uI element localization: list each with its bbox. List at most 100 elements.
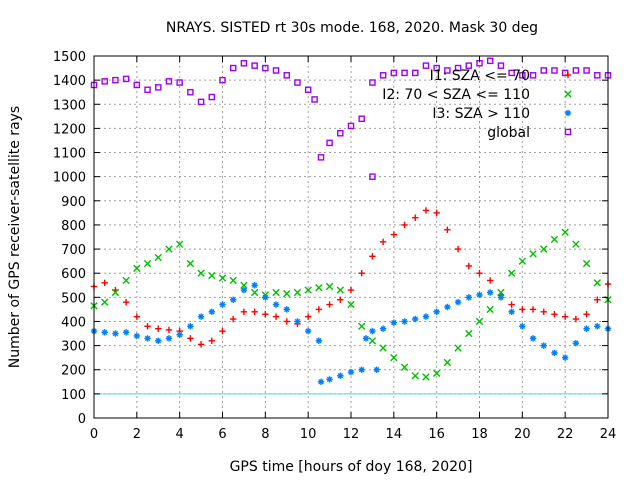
- data-point: [422, 313, 430, 320]
- legend-marker: [564, 128, 572, 136]
- data-point: [165, 78, 173, 85]
- data-point: [454, 64, 462, 72]
- data-point: [582, 259, 591, 268]
- data-point: [347, 300, 355, 309]
- data-point: [133, 81, 141, 89]
- data-point: [401, 318, 408, 325]
- data-point: [175, 240, 184, 248]
- data-point: [326, 139, 333, 147]
- x-tick-label: 24: [600, 427, 617, 442]
- chart-title: NRAYS. SISTED rt 30s mode. 168, 2020. Ma…: [166, 20, 538, 36]
- data-point: [529, 306, 537, 313]
- data-point: [412, 214, 419, 221]
- data-point: [465, 262, 472, 270]
- data-point: [176, 79, 183, 86]
- data-point: [186, 259, 195, 268]
- data-point: [529, 335, 537, 342]
- data-point: [262, 294, 269, 301]
- data-point: [519, 306, 526, 313]
- data-point: [143, 259, 152, 268]
- data-point: [368, 337, 377, 345]
- y-tick-label: 500: [61, 291, 86, 306]
- x-tick-label: 12: [343, 427, 360, 442]
- data-point: [358, 115, 365, 123]
- data-point: [272, 67, 280, 74]
- data-point: [219, 301, 226, 308]
- data-point: [197, 313, 205, 320]
- data-point: [283, 306, 290, 313]
- data-point: [507, 269, 516, 277]
- data-point: [304, 86, 312, 94]
- data-point: [144, 86, 151, 94]
- data-point: [594, 296, 601, 303]
- data-point: [497, 62, 505, 69]
- y-tick-label: 200: [61, 364, 86, 379]
- data-point: [336, 286, 344, 294]
- data-point: [572, 240, 580, 248]
- data-point: [154, 84, 162, 91]
- data-point: [219, 76, 226, 84]
- data-point: [411, 372, 419, 380]
- y-tick-label: 0: [78, 412, 86, 427]
- legend-label: I2: 70 < SZA <= 110: [382, 87, 530, 103]
- data-point: [454, 344, 462, 352]
- x-tick-label: 4: [176, 427, 184, 442]
- data-point: [122, 298, 130, 306]
- y-tick-label: 300: [61, 340, 86, 355]
- x-tick-label: 22: [557, 427, 574, 442]
- data-point: [337, 296, 344, 303]
- data-point: [390, 353, 398, 362]
- data-point: [583, 67, 590, 74]
- data-point: [315, 283, 323, 292]
- data-point: [325, 282, 334, 291]
- data-point: [155, 337, 162, 344]
- data-point: [519, 323, 526, 330]
- data-point: [208, 271, 216, 280]
- data-point: [583, 325, 590, 332]
- data-point: [294, 318, 301, 325]
- y-tick-label: 100: [61, 388, 86, 403]
- data-point: [400, 363, 409, 372]
- data-point: [251, 62, 258, 69]
- data-point: [101, 279, 108, 287]
- data-point: [572, 339, 580, 347]
- data-point: [101, 298, 109, 306]
- data-point: [475, 317, 484, 326]
- data-point: [101, 78, 108, 85]
- data-point: [433, 64, 440, 72]
- data-point: [486, 57, 494, 65]
- data-point: [111, 288, 120, 297]
- data-point: [465, 329, 473, 338]
- data-point: [518, 257, 527, 265]
- data-point: [326, 301, 333, 308]
- data-point: [411, 69, 419, 77]
- legend-label: global: [487, 125, 530, 141]
- y-tick-label: 1300: [53, 98, 86, 113]
- data-point: [508, 69, 515, 77]
- data-point: [433, 308, 440, 316]
- data-point: [144, 335, 151, 342]
- data-point: [444, 226, 451, 233]
- data-point: [229, 276, 237, 285]
- plot-points: [90, 57, 612, 385]
- data-point: [154, 253, 162, 262]
- y-tick-label: 700: [61, 243, 86, 258]
- data-point: [444, 67, 451, 74]
- data-point: [551, 311, 558, 318]
- legend-label: I1: SZA <= 70: [430, 68, 530, 84]
- data-point: [422, 62, 430, 69]
- data-point: [454, 298, 462, 306]
- x-tick-label: 10: [300, 427, 317, 442]
- data-point: [187, 335, 194, 342]
- y-tick-label: 600: [61, 267, 86, 282]
- y-tick-label: 1400: [53, 74, 86, 89]
- data-point: [379, 325, 387, 332]
- data-point: [443, 358, 452, 367]
- data-point: [337, 372, 344, 379]
- data-point: [197, 341, 205, 348]
- data-point: [272, 301, 280, 308]
- legend-label: I3: SZA > 110: [432, 106, 530, 122]
- data-point: [529, 250, 537, 258]
- data-point: [187, 88, 194, 96]
- x-tick-label: 8: [261, 427, 269, 442]
